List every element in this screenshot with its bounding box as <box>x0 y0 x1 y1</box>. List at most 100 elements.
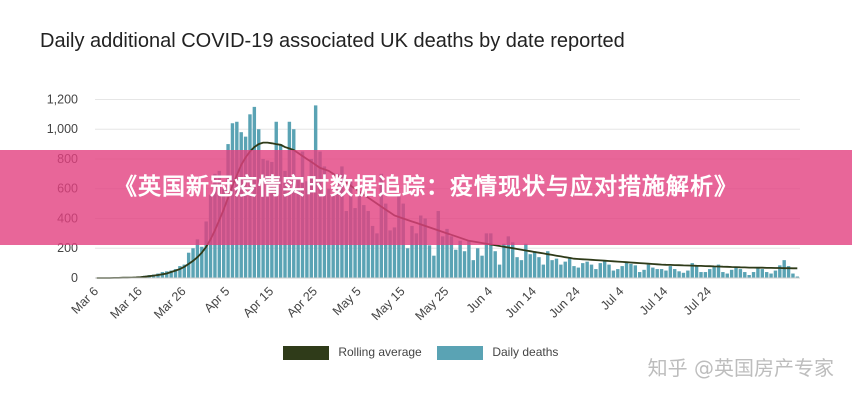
bar-daily-deaths <box>708 269 712 278</box>
bar-daily-deaths <box>778 265 782 278</box>
banner-text: 《英国新冠疫情实时数据追踪：疫情现状与应对措施解析》 <box>114 174 738 200</box>
legend-swatch-rolling-average <box>283 345 329 360</box>
bar-daily-deaths <box>419 215 423 278</box>
x-tick-label: Apr 5 <box>201 284 232 315</box>
legend-label-daily-deaths: Daily deaths <box>492 345 559 359</box>
bar-daily-deaths <box>677 271 681 278</box>
bar-daily-deaths <box>471 260 475 278</box>
bar-daily-deaths <box>493 251 497 278</box>
bar-daily-deaths <box>550 260 554 278</box>
bar-daily-deaths <box>480 255 484 278</box>
x-tick-label: Jun 14 <box>503 284 539 320</box>
bar-daily-deaths <box>541 264 546 278</box>
bar-daily-deaths <box>388 230 392 278</box>
bar-daily-deaths <box>751 272 756 278</box>
legend-item-daily-deaths: Daily deaths <box>437 345 558 360</box>
bar-daily-deaths <box>651 267 655 278</box>
bar-daily-deaths <box>169 270 173 278</box>
chart-title: Daily additional COVID-19 associated UK … <box>40 30 625 52</box>
x-tick-label: Mar 6 <box>69 284 102 317</box>
bar-daily-deaths <box>572 266 576 278</box>
bar-daily-deaths <box>515 257 519 278</box>
bar-daily-deaths <box>392 227 397 278</box>
bar-daily-deaths <box>703 272 708 278</box>
bar-daily-deaths <box>756 267 760 278</box>
x-tick-label: Mar 26 <box>151 284 188 321</box>
bar-daily-deaths <box>786 266 791 278</box>
bar-daily-deaths <box>467 240 471 278</box>
bar-daily-deaths <box>506 236 511 278</box>
x-tick-label: Jun 4 <box>464 284 496 316</box>
bar-daily-deaths <box>668 266 673 278</box>
bar-daily-deaths <box>791 273 795 278</box>
bar-daily-deaths <box>616 269 620 278</box>
x-tick-label: Jul 4 <box>598 284 627 313</box>
bar-daily-deaths <box>659 269 664 278</box>
bar-daily-deaths <box>423 218 427 278</box>
x-tick-label: May 25 <box>413 284 452 323</box>
bar-daily-deaths <box>454 249 458 278</box>
bar-daily-deaths <box>747 275 751 278</box>
bar-daily-deaths <box>414 233 419 278</box>
bar-daily-deaths <box>716 264 721 278</box>
y-tick-label: 1,000 <box>47 122 78 136</box>
bar-daily-deaths <box>655 269 659 278</box>
bar-daily-deaths <box>524 243 528 278</box>
bar-daily-deaths <box>449 236 454 278</box>
bar-daily-deaths <box>195 239 200 278</box>
bar-daily-deaths <box>686 270 690 278</box>
bar-daily-deaths <box>502 243 506 278</box>
bar-daily-deaths <box>646 264 651 278</box>
bar-daily-deaths <box>598 263 602 278</box>
x-tick-label: Apr 25 <box>284 284 320 320</box>
bar-daily-deaths <box>589 264 594 278</box>
bar-daily-deaths <box>405 248 410 278</box>
bar-daily-deaths <box>581 263 585 278</box>
bar-daily-deaths <box>567 257 572 278</box>
bar-daily-deaths <box>712 266 716 278</box>
bar-daily-deaths <box>764 272 769 278</box>
bar-daily-deaths <box>173 269 178 278</box>
x-tick-label: Jun 24 <box>546 284 582 320</box>
legend-label-rolling-average: Rolling average <box>338 345 422 359</box>
bar-daily-deaths <box>620 266 624 278</box>
bar-daily-deaths <box>633 265 638 278</box>
bar-daily-deaths <box>484 233 489 278</box>
bar-daily-deaths <box>795 276 800 278</box>
bar-daily-deaths <box>440 236 445 278</box>
bar-daily-deaths <box>475 248 480 278</box>
bar-daily-deaths <box>375 233 379 278</box>
legend-swatch-daily-deaths <box>437 345 483 360</box>
banner-overlay <box>0 150 852 245</box>
y-tick-label: 1,200 <box>47 92 78 106</box>
watermark: 知乎 @英国房产专家 <box>647 356 834 380</box>
bar-daily-deaths <box>532 251 537 278</box>
bar-daily-deaths <box>690 263 694 278</box>
bar-daily-deaths <box>458 240 462 278</box>
bar-daily-deaths <box>528 254 532 278</box>
bar-daily-deaths <box>204 221 208 278</box>
bar-daily-deaths <box>673 269 677 278</box>
bar-daily-deaths <box>537 257 541 278</box>
bar-daily-deaths <box>370 225 375 278</box>
x-tick-label: May 15 <box>369 284 408 323</box>
bar-daily-deaths <box>642 269 646 278</box>
bar-daily-deaths <box>721 272 725 278</box>
bar-daily-deaths <box>607 264 611 278</box>
bar-daily-deaths <box>554 258 559 278</box>
bar-daily-deaths <box>664 270 668 278</box>
bar-daily-deaths <box>694 266 699 278</box>
bar-daily-deaths <box>497 264 502 278</box>
bar-daily-deaths <box>725 273 729 278</box>
bar-daily-deaths <box>191 248 195 278</box>
x-tick-label: Jul 24 <box>681 284 715 318</box>
bar-daily-deaths <box>624 261 629 278</box>
bar-daily-deaths <box>410 225 414 278</box>
x-tick-label: May 5 <box>330 284 364 318</box>
bar-daily-deaths <box>699 272 703 278</box>
bar-daily-deaths <box>559 264 563 278</box>
bar-daily-deaths <box>773 270 778 278</box>
bar-daily-deaths <box>510 242 515 278</box>
bar-daily-deaths <box>734 266 738 278</box>
x-tick-label: Mar 16 <box>107 284 144 321</box>
